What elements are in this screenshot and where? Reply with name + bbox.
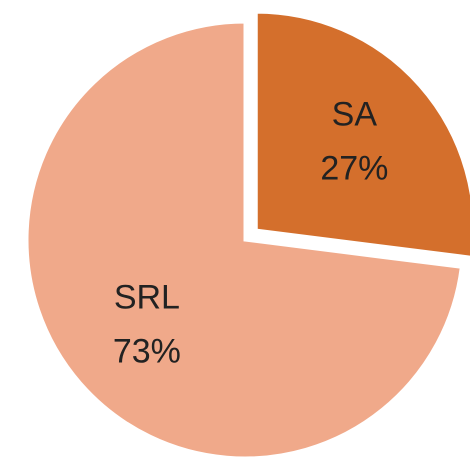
slice-category-label: SRL: [114, 278, 180, 316]
slice-value-label: 27%: [320, 150, 388, 188]
slice-value-label: 73%: [113, 332, 181, 370]
slice-category-label: SA: [332, 96, 378, 134]
pie-slice: [25, 20, 463, 460]
pie-slice: [254, 10, 470, 259]
